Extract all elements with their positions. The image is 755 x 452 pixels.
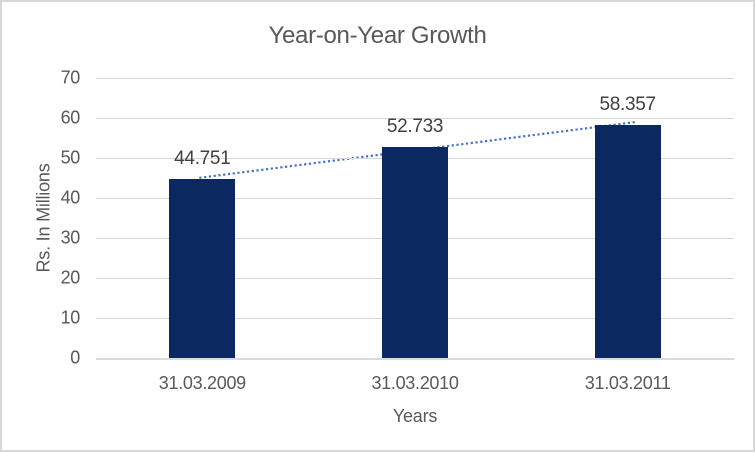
y-axis-tick-labels: 0 10 20 30 40 50 60 70: [2, 2, 81, 450]
x-tick-label: 31.03.2009: [158, 373, 246, 393]
bar-data-label: 44.751: [174, 148, 231, 169]
bar-data-label: 58.357: [599, 93, 656, 115]
bar[interactable]: [169, 179, 236, 358]
y-tick-label: 60: [60, 107, 81, 128]
y-tick-label: 50: [60, 147, 81, 168]
bar[interactable]: [382, 147, 448, 358]
y-tick-label: 10: [60, 307, 81, 328]
chart-title: Year-on-Year Growth: [268, 22, 487, 49]
bar-data-label: 52.733: [386, 116, 444, 138]
trendline-dotted-line[interactable]: [199, 120, 636, 179]
gridline: [96, 78, 734, 79]
x-tick-label: 31.03.2011: [584, 373, 671, 393]
trendline[interactable]: [96, 78, 734, 358]
y-tick-label: 70: [60, 67, 81, 88]
x-axis-title: Years: [392, 406, 438, 426]
y-tick-label: 20: [60, 267, 81, 288]
x-tick-label: 31.03.2010: [371, 373, 459, 393]
plot-area: 44.751 52.733 58.357: [96, 78, 734, 360]
bar[interactable]: [594, 124, 661, 358]
y-tick-label: 0: [70, 347, 80, 368]
y-tick-label: 40: [60, 187, 81, 208]
y-tick-label: 30: [60, 227, 81, 248]
x-axis-tick-labels: 31.03.2009 31.03.2010 31.03.2011: [96, 373, 734, 395]
gridline: [96, 118, 734, 119]
